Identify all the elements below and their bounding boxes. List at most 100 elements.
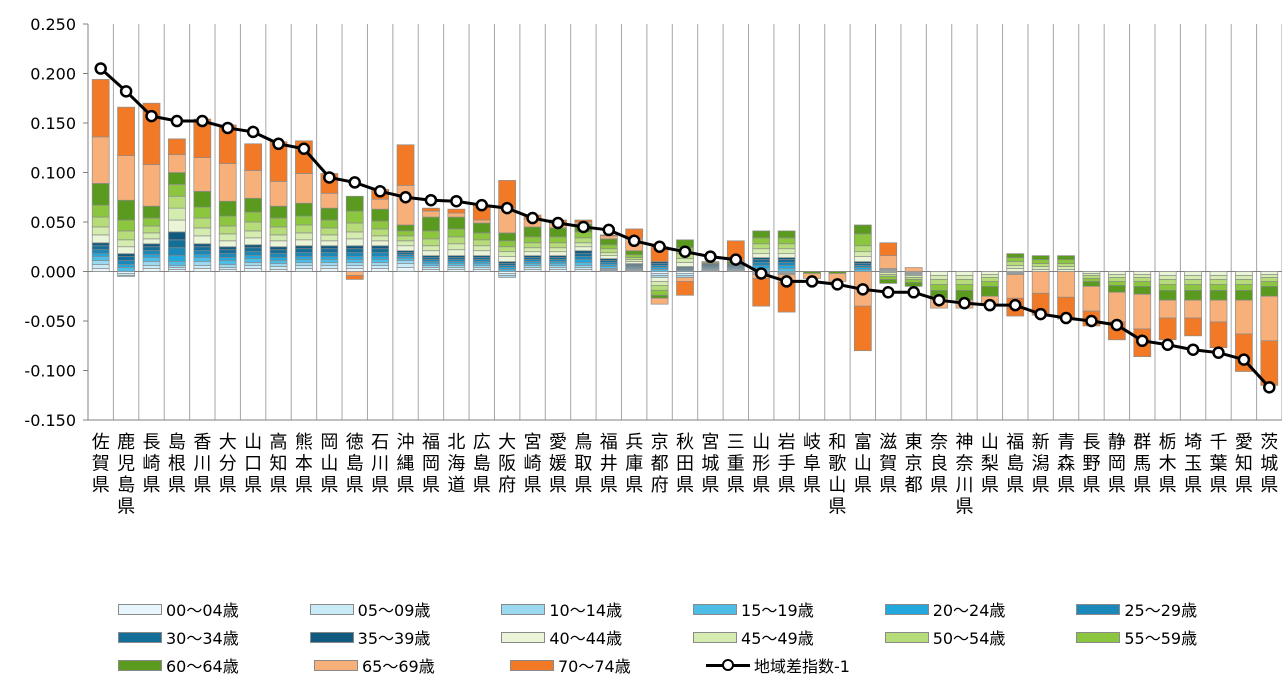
- x-tick-label: 新潟県: [1032, 432, 1050, 496]
- bar-segment: [1260, 281, 1279, 287]
- bar-segment: [117, 155, 135, 201]
- x-tick-label: 埼玉県: [1184, 432, 1202, 496]
- bar-segment: [396, 263, 415, 268]
- legend-label: 35～39歳: [357, 629, 431, 648]
- index-point: [1186, 343, 1200, 356]
- bar-segment: [371, 265, 389, 269]
- index-point: [932, 293, 946, 307]
- bar-segment: [345, 265, 364, 269]
- x-tick-label: 鳥取県: [574, 432, 592, 496]
- legend-swatch: [510, 659, 554, 671]
- legend-item: 10～14歳: [501, 598, 693, 620]
- x-tick-label: 大阪府: [498, 432, 516, 496]
- bar-segment: [117, 230, 135, 241]
- bar-segment: [1133, 281, 1152, 287]
- bar-segment: [320, 248, 339, 254]
- legend-row: 00～04歳 05～09歳 10～14歳 15～19歳 20～24歳 25～29歳: [118, 598, 1268, 620]
- bar-segment: [1235, 289, 1253, 301]
- x-tick-label: 岩手県: [778, 432, 796, 496]
- bar-segment: [676, 262, 694, 267]
- bar-segment: [244, 268, 262, 272]
- bar-segment: [168, 231, 186, 241]
- bar-segment: [1158, 275, 1177, 280]
- x-tick-label: 沖縄県: [397, 432, 415, 496]
- bar-segment: [955, 275, 974, 280]
- bar-segment: [117, 256, 135, 261]
- bar-segment: [1235, 271, 1253, 276]
- bar-segment: [1108, 281, 1126, 286]
- bar-segment: [91, 245, 110, 251]
- bar-segment: [1158, 317, 1177, 341]
- legend-item: 15～19歳: [693, 598, 885, 620]
- bar-segment: [244, 143, 262, 171]
- bar-segment: [599, 235, 618, 240]
- bar-segment: [244, 237, 262, 246]
- index-point: [1237, 353, 1251, 366]
- bar-segment: [650, 285, 669, 291]
- bar-segment: [91, 256, 110, 261]
- index-point: [1009, 298, 1022, 312]
- bar-segment: [320, 207, 339, 221]
- bar-segment: [117, 106, 135, 157]
- legend-label: 50～54歳: [932, 629, 1006, 648]
- bar-segment: [244, 258, 262, 263]
- bar-segment: [574, 246, 593, 252]
- bar-segment: [193, 250, 212, 256]
- bar-segment: [295, 245, 313, 250]
- bar-segment: [295, 239, 313, 247]
- x-tick-label: 富山県: [854, 432, 872, 496]
- legend-item: 65～69歳: [314, 654, 510, 676]
- legend-label: 60～64歳: [166, 657, 239, 676]
- legend-label: 65～69歳: [362, 657, 435, 676]
- bar-segment: [1260, 271, 1279, 275]
- bar-segment: [599, 252, 618, 257]
- legend-item: 70～74歳: [510, 654, 706, 676]
- bar-segment: [320, 252, 339, 258]
- bar-segment: [930, 271, 948, 276]
- bar-segment: [244, 211, 262, 223]
- bar-segment: [91, 226, 110, 236]
- index-point: [627, 234, 641, 248]
- bar-segment: [447, 228, 466, 238]
- x-tick-label: 青森県: [1057, 432, 1075, 496]
- bar-segment: [879, 276, 898, 280]
- bar-segment: [142, 268, 161, 272]
- bar-segment: [218, 253, 237, 258]
- bar-segment: [422, 207, 440, 212]
- x-tick-label: 奈良県: [930, 432, 948, 496]
- bar-segment: [1006, 257, 1025, 262]
- bar-segment: [574, 250, 593, 255]
- bar-segment: [193, 268, 212, 272]
- bar-segment: [1209, 284, 1228, 291]
- bar-segment: [1108, 274, 1126, 278]
- x-tick-label: 香川県: [193, 432, 211, 496]
- index-point: [1263, 381, 1276, 394]
- bar-segment: [396, 224, 415, 232]
- bar-segment: [447, 249, 466, 257]
- index-point: [856, 283, 870, 296]
- bar-segment: [396, 235, 415, 242]
- index-point: [246, 125, 260, 139]
- bar-segment: [676, 258, 694, 263]
- index-point: [551, 216, 565, 230]
- bar-segment: [142, 265, 161, 269]
- bar-segment: [777, 230, 796, 239]
- bar-segment: [218, 257, 237, 261]
- bar-segment: [422, 230, 440, 240]
- bar-segment: [193, 235, 212, 245]
- x-tick-label: 栃木県: [1159, 432, 1177, 496]
- bar-segment: [269, 253, 288, 258]
- bar-segment: [244, 262, 262, 266]
- index-point: [653, 240, 666, 253]
- bar-segment: [345, 268, 364, 272]
- chart-svg: 0.250 0.200 0.150 0.100 0.050 0.000 -0.050 -0.1…: [24, 15, 1282, 518]
- bar-segment: [1158, 271, 1177, 276]
- bar-segment: [472, 222, 491, 234]
- bar-segment: [168, 172, 186, 185]
- bar-segment: [142, 232, 161, 240]
- bar-segment: [447, 243, 466, 251]
- bar-segment: [142, 225, 161, 234]
- bar-segment: [472, 219, 491, 224]
- legend-swatch: [501, 631, 546, 643]
- bar-segment: [218, 264, 237, 268]
